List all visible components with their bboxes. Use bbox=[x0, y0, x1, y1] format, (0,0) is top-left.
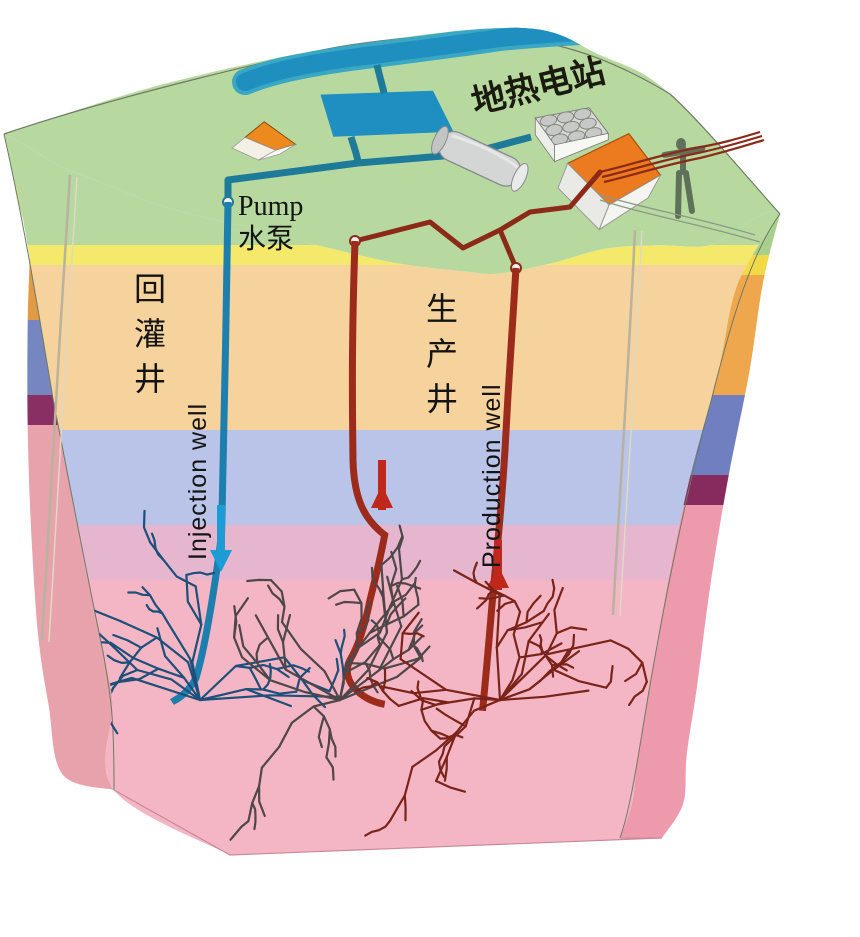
svg-text:Pump: Pump bbox=[238, 191, 303, 222]
svg-text:产: 产 bbox=[426, 336, 458, 372]
svg-text:生: 生 bbox=[426, 291, 458, 327]
svg-text:Production well: Production well bbox=[478, 383, 506, 568]
svg-text:Injection well: Injection well bbox=[184, 403, 212, 560]
svg-text:回: 回 bbox=[134, 271, 166, 307]
svg-text:灌: 灌 bbox=[134, 316, 166, 352]
svg-text:水泵: 水泵 bbox=[238, 223, 294, 255]
svg-text:井: 井 bbox=[134, 361, 166, 397]
svg-text:井: 井 bbox=[426, 381, 458, 417]
